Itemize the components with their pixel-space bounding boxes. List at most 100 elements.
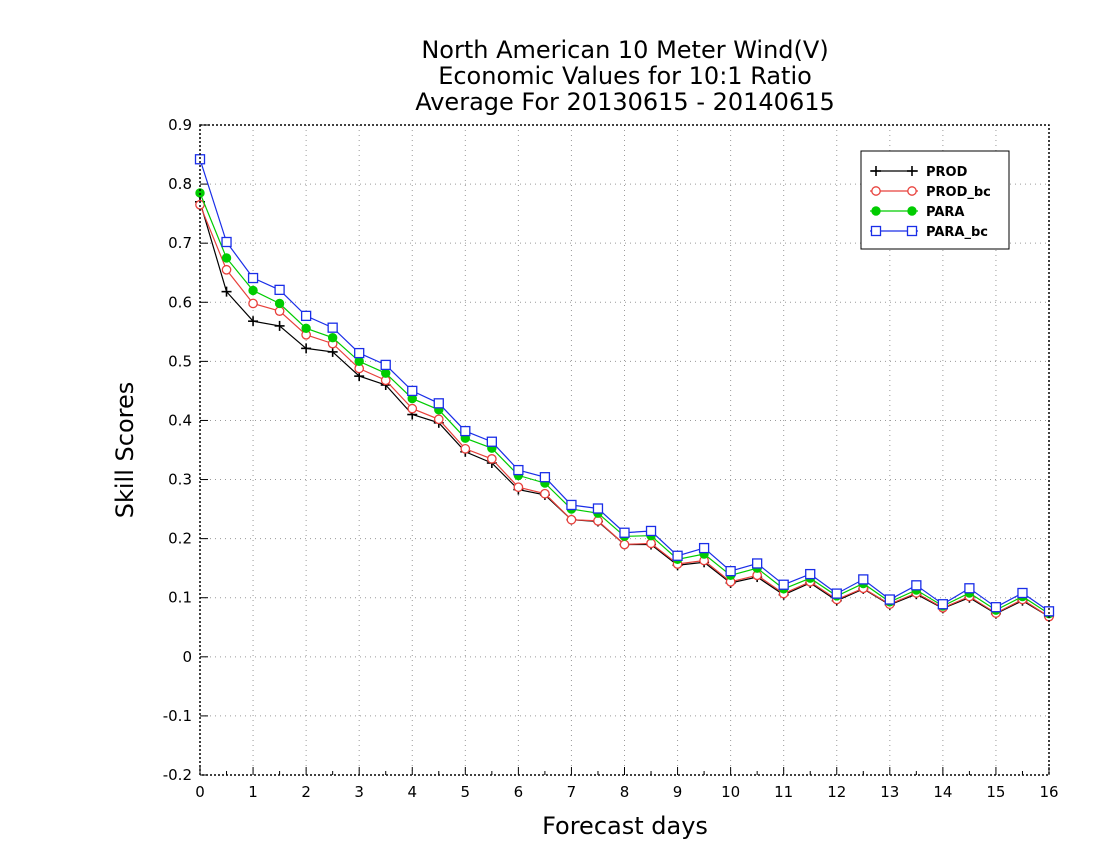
data-point	[221, 286, 232, 297]
data-point	[274, 298, 285, 309]
legend: PROD PROD_bc PARA PARA_bc	[860, 150, 1010, 250]
y-tick-label: 0.7	[168, 234, 192, 252]
x-axis-label: Forecast days	[542, 812, 708, 840]
data-point	[513, 464, 524, 476]
data-point	[274, 320, 285, 331]
legend-item: PARA	[870, 205, 964, 220]
data-point	[247, 272, 259, 284]
legend-label: PARA	[926, 205, 964, 220]
data-point	[592, 503, 604, 514]
y-tick-label: -0.1	[163, 707, 192, 725]
grid-lines	[200, 125, 1049, 775]
data-point	[725, 565, 736, 577]
title-line-1: North American 10 Meter Wind(V)	[421, 36, 828, 64]
x-tick-label: 1	[248, 783, 258, 801]
data-point	[460, 443, 471, 454]
data-point	[301, 323, 311, 333]
data-point	[698, 542, 710, 554]
legend-marker	[907, 186, 917, 196]
legend-marker	[870, 225, 882, 237]
legend-marker	[906, 225, 918, 237]
data-point	[513, 482, 524, 493]
data-point	[301, 343, 312, 354]
y-tick-label: -0.2	[163, 766, 192, 784]
data-point	[672, 550, 683, 561]
data-point	[990, 602, 1002, 613]
data-point	[858, 574, 869, 585]
legend-marker	[907, 206, 917, 216]
data-point	[380, 359, 391, 371]
data-point	[831, 588, 842, 599]
plot-frame	[199, 124, 1050, 776]
legend-box	[860, 150, 1010, 250]
data-point	[752, 558, 763, 569]
data-point	[619, 539, 630, 550]
y-tick-label: 0.8	[168, 175, 192, 193]
legend-marker	[907, 166, 917, 176]
title-line-2: Economic Values for 10:1 Ratio	[438, 62, 812, 90]
x-tick-label: 6	[514, 783, 524, 801]
legend-item: PROD_bc	[870, 185, 991, 200]
data-point	[248, 298, 258, 309]
legend-marker	[871, 206, 881, 216]
legend-marker	[871, 186, 881, 196]
y-tick-label: 0.1	[168, 589, 192, 607]
series-para-bc	[194, 154, 1055, 617]
legend-label: PROD	[926, 165, 968, 180]
data-point	[221, 236, 232, 248]
title-line-3: Average For 20130615 - 20140615	[415, 88, 835, 116]
axis-ticks: 0 1 2 3 4 5 6 7 8 9 10 11 12 13 14 15 16-0.2-0.100.10.20…	[163, 116, 1059, 801]
x-tick-label: 12	[827, 783, 846, 801]
y-tick-label: 0.4	[168, 411, 192, 429]
data-point	[433, 414, 444, 425]
data-point	[248, 285, 258, 296]
x-tick-label: 14	[933, 783, 952, 801]
y-tick-label: 0.6	[168, 293, 192, 311]
y-tick-label: 0.2	[168, 530, 192, 548]
x-tick-label: 9	[673, 783, 683, 801]
data-point	[433, 398, 444, 409]
legend-label: PARA_bc	[926, 225, 988, 240]
x-tick-label: 13	[880, 783, 899, 801]
data-point	[327, 322, 338, 333]
data-point	[486, 454, 497, 464]
y-tick-label: 0.3	[168, 471, 192, 489]
x-tick-label: 10	[721, 783, 740, 801]
x-tick-label: 7	[567, 783, 577, 801]
y-tick-label: 0.9	[168, 116, 192, 134]
data-point	[460, 425, 471, 437]
data-point	[486, 436, 497, 447]
x-tick-label: 2	[301, 783, 311, 801]
data-point	[884, 594, 895, 605]
data-point	[407, 385, 418, 397]
x-tick-label: 15	[986, 783, 1005, 801]
data-point	[327, 333, 338, 343]
data-point	[407, 403, 418, 414]
x-tick-label: 3	[354, 783, 364, 801]
data-point	[274, 306, 285, 316]
data-point	[300, 310, 312, 322]
data-point	[1043, 606, 1055, 617]
data-point	[566, 499, 577, 511]
y-axis-label: Skill Scores	[111, 382, 139, 519]
x-tick-label: 0	[195, 783, 205, 801]
data-point	[937, 599, 949, 610]
data-point	[805, 568, 816, 580]
data-point	[539, 472, 551, 483]
data-point	[248, 316, 259, 327]
data-point	[221, 253, 232, 263]
data-point	[593, 516, 603, 526]
y-tick-label: 0.5	[168, 352, 192, 370]
legend-item: PARA_bc	[870, 225, 988, 240]
data-point	[646, 538, 656, 549]
data-point	[964, 583, 975, 594]
data-point	[619, 527, 630, 538]
data-series	[194, 154, 1055, 622]
data-point	[778, 579, 789, 590]
data-point	[911, 580, 922, 591]
legend-item: PROD	[870, 165, 968, 180]
chart-title: North American 10 Meter Wind(V) Economic…	[415, 36, 835, 116]
x-tick-label: 11	[774, 783, 793, 801]
data-point	[327, 346, 338, 357]
